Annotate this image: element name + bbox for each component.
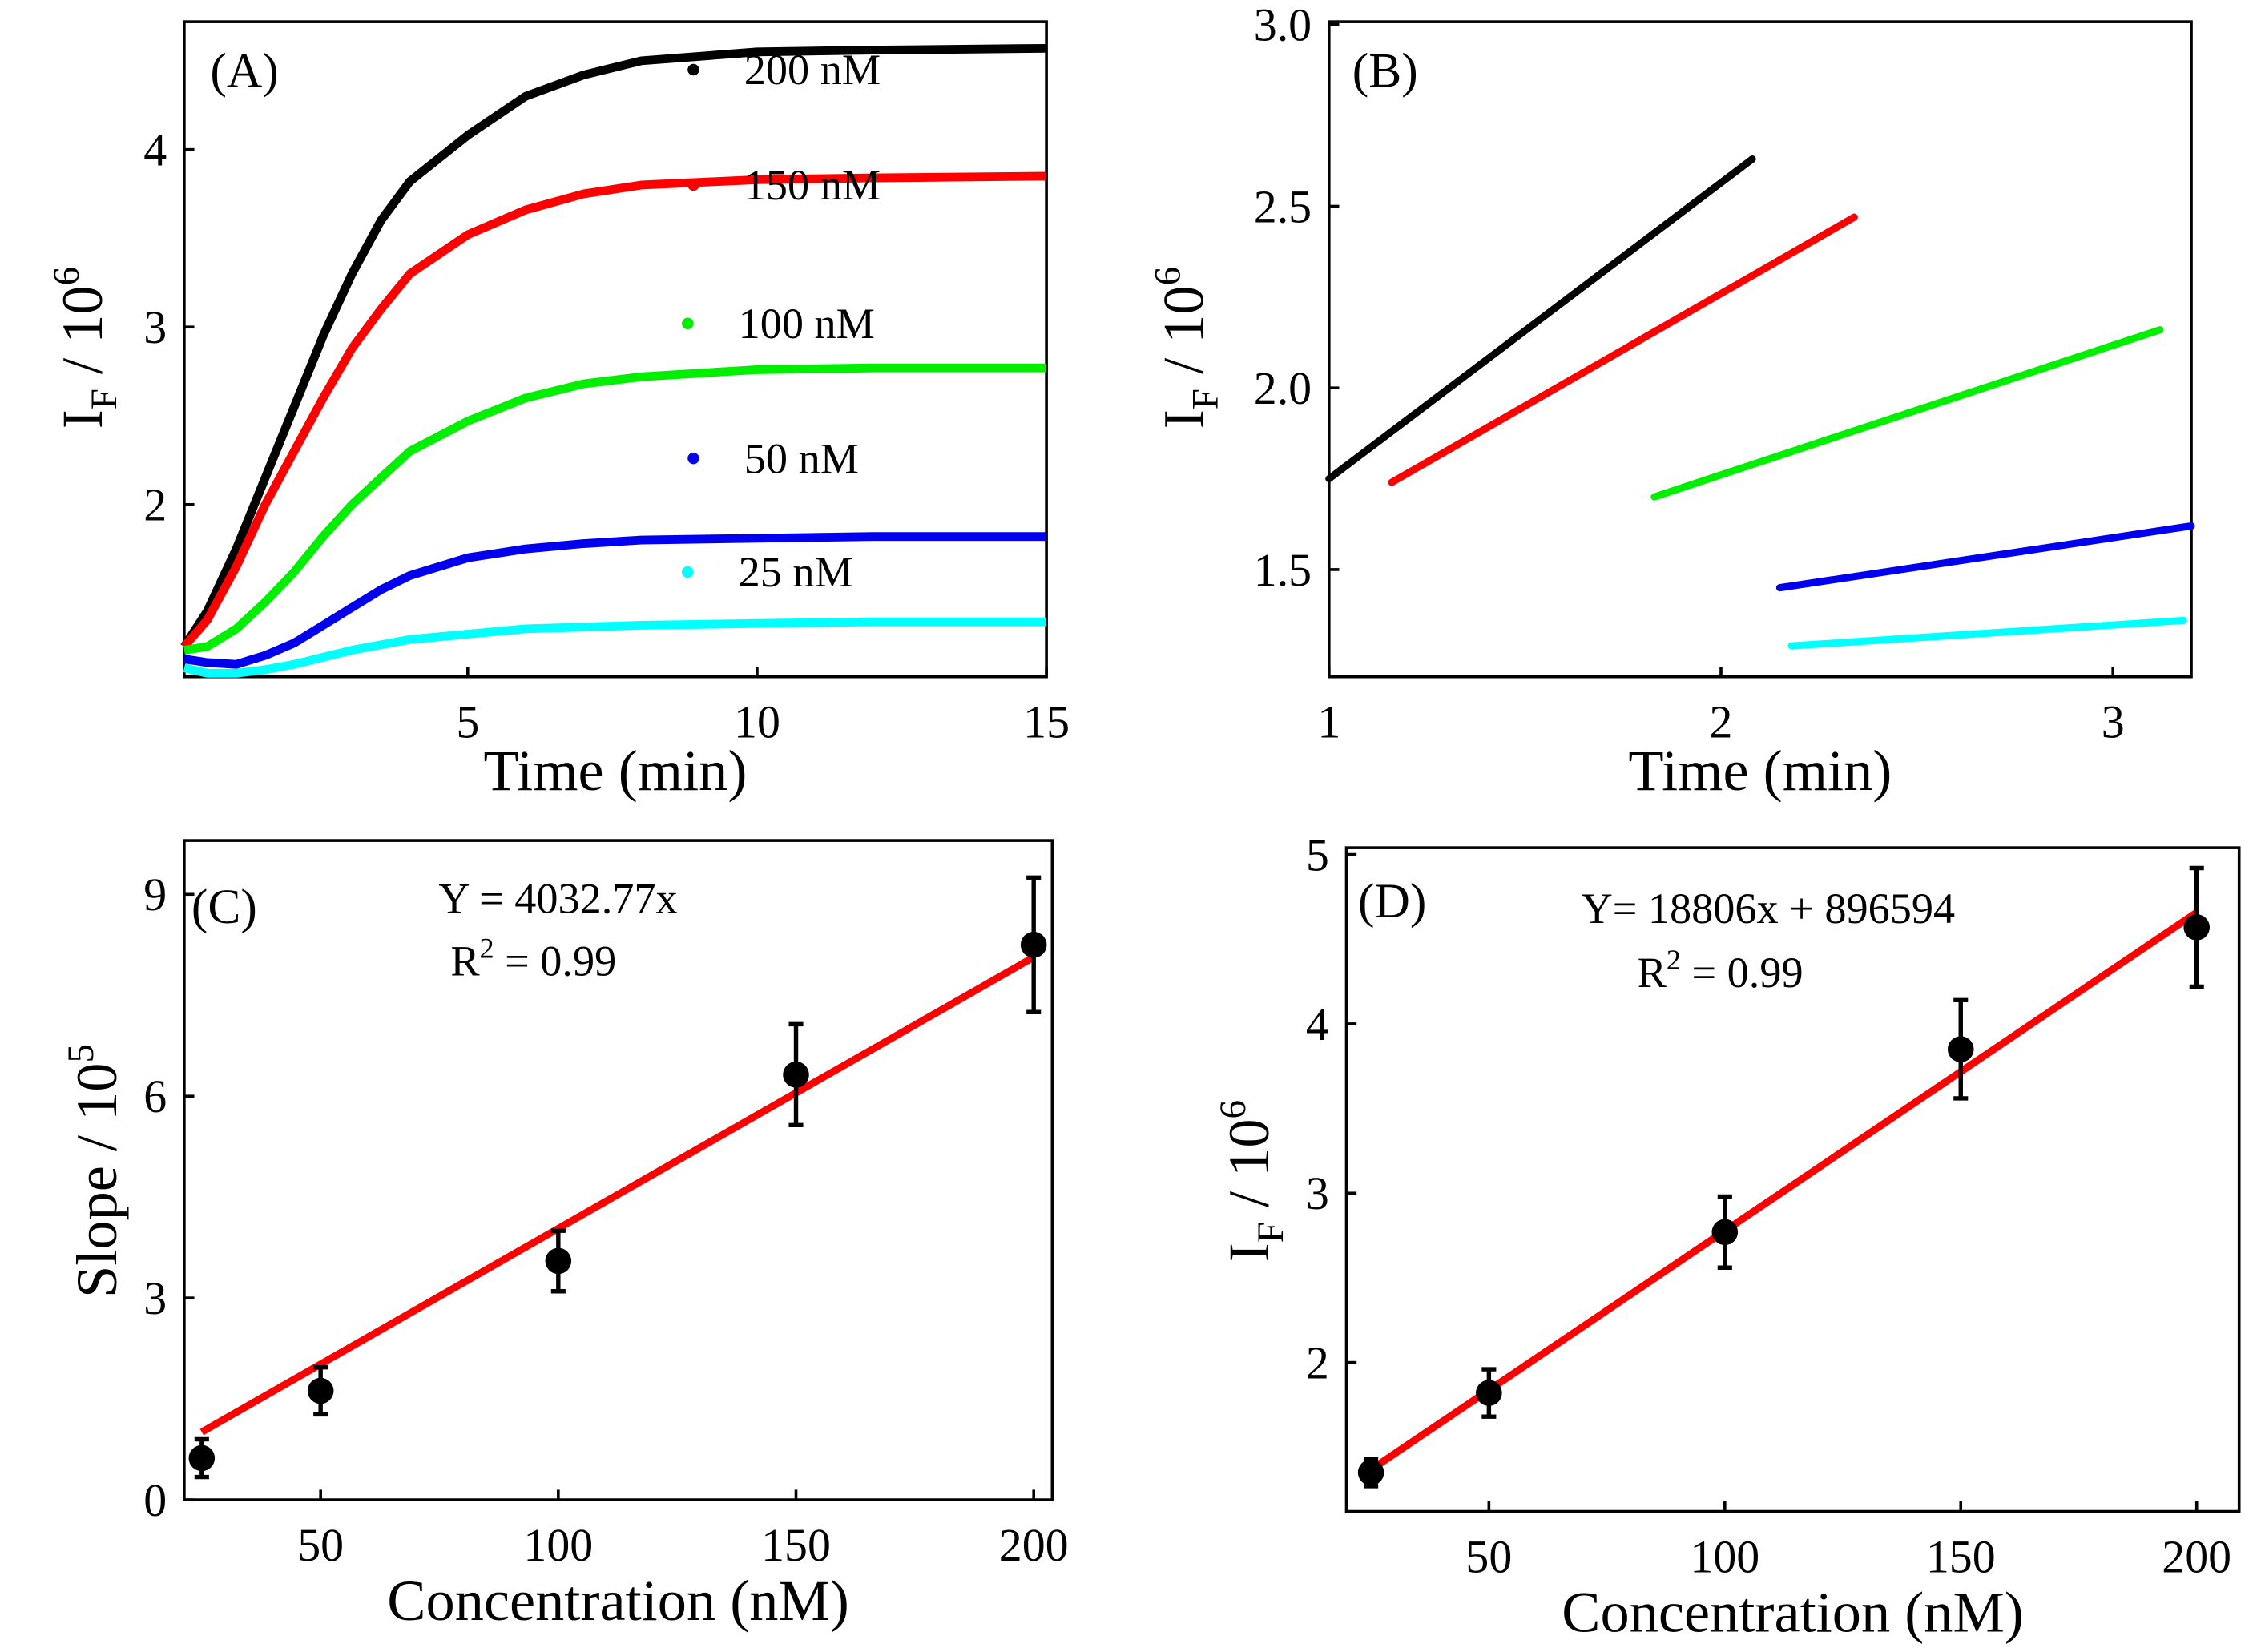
x-tick-label: 50	[297, 1519, 344, 1571]
x-tick-label: 50	[1465, 1531, 1512, 1583]
data-point	[1476, 1380, 1502, 1406]
x-tick-label: 150	[761, 1519, 831, 1571]
y-tick-label: 4	[143, 124, 167, 176]
x-tick-label: 10	[734, 696, 780, 748]
series-line	[183, 532, 1047, 669]
fit-equation: Y= 18806x + 896594	[1582, 884, 1956, 933]
y-axis-label: IF / 106	[1147, 267, 1226, 429]
x-tick-label: 100	[523, 1519, 593, 1571]
y-tick-label: 2.5	[1254, 180, 1312, 232]
x-axis-label: Time (min)	[484, 739, 748, 803]
panel-b: 1 2 3 1.5 2.0 2.5 3.0 Time (min) IF / 106 (B)	[1147, 0, 2195, 803]
legend-label: 100 nM	[739, 300, 875, 348]
r-squared: R2 = 0.99	[1638, 944, 1804, 997]
x-tick-label: 5	[456, 696, 479, 748]
data-point	[2183, 914, 2210, 941]
series-line	[1775, 522, 2195, 592]
panel-label: (D)	[1358, 874, 1426, 929]
y-tick-label: 6	[143, 1070, 167, 1122]
x-tick-label: 200	[2162, 1531, 2231, 1583]
series-line	[180, 43, 1047, 649]
series-line	[183, 363, 1047, 655]
y-tick-label: 2	[143, 479, 167, 531]
plot-frame	[1344, 846, 2241, 1513]
data-point	[1947, 1036, 1974, 1062]
r-squared: R2 = 0.99	[450, 933, 616, 985]
legend-label: 50 nM	[744, 434, 859, 482]
plot-frame	[183, 20, 1048, 679]
legend-label: 25 nM	[739, 548, 853, 596]
y-tick-label: 9	[143, 868, 167, 921]
y-tick-label: 3	[143, 1272, 167, 1324]
series-line	[1787, 616, 2187, 650]
data-point	[188, 1444, 216, 1472]
panel-d: 50 100 150 200 2 3 4 5 Concentration (nM) IF / 10…	[1212, 828, 2241, 1645]
data-point	[307, 1377, 334, 1404]
data-point	[1711, 1219, 1739, 1246]
y-tick-label: 3	[143, 301, 167, 353]
data-point	[545, 1247, 572, 1275]
x-tick-label: 3	[2102, 696, 2125, 748]
fit-equation: Y = 4032.77x	[438, 875, 677, 923]
data-point	[1020, 931, 1047, 958]
y-tick-label: 4	[1306, 998, 1329, 1050]
x-tick-label: 1	[1317, 696, 1340, 748]
panel-label: (C)	[191, 880, 257, 934]
series-line	[180, 171, 1047, 650]
y-axis-label: IF / 106	[46, 267, 125, 429]
series-line	[183, 617, 1047, 678]
legend-marker	[682, 317, 694, 330]
panel-c: 50 100 150 200 0 3 6 9 Concentration (nM) Slope /…	[60, 839, 1069, 1633]
x-tick-label: 200	[999, 1519, 1069, 1571]
x-axis-label: Time (min)	[1628, 739, 1892, 803]
y-axis-label: Slope / 105	[60, 1044, 129, 1298]
legend-marker	[687, 179, 699, 191]
fit-line	[1368, 909, 2199, 1473]
x-tick-label: 2	[1710, 696, 1733, 748]
x-tick-label: 150	[1926, 1531, 1996, 1583]
y-tick-label: 5	[1306, 828, 1329, 880]
y-axis-label: IF / 106	[1212, 1100, 1292, 1262]
y-tick-label: 0	[143, 1474, 167, 1526]
panel-label: (B)	[1352, 44, 1418, 99]
y-tick-label: 2	[1306, 1336, 1329, 1388]
legend-label: 150 nM	[744, 161, 881, 209]
x-axis-label: Concentration (nM)	[387, 1569, 849, 1633]
x-axis-label: Concentration (nM)	[1562, 1581, 2024, 1645]
panel-a: 5 10 15 2 3 4 Time (min) IF / 106 (A) 200 nM 150 n…	[46, 20, 1070, 803]
x-tick-label: 15	[1023, 696, 1070, 748]
plot-frame	[183, 839, 1054, 1501]
legend-marker	[682, 566, 694, 578]
y-tick-label: 3	[1306, 1167, 1329, 1219]
series-line	[1388, 213, 1858, 486]
x-tick-label: 100	[1690, 1531, 1759, 1583]
legend-marker	[687, 63, 699, 76]
y-tick-label: 2.0	[1254, 362, 1312, 414]
panel-label: (A)	[210, 44, 278, 99]
data-point	[1357, 1459, 1384, 1486]
legend-label: 200 nM	[744, 46, 881, 94]
fit-line	[200, 953, 1036, 1436]
series-line	[1650, 326, 2164, 501]
y-tick-label: 1.5	[1254, 544, 1312, 596]
series-line	[1325, 155, 1756, 483]
legend-marker	[687, 452, 699, 465]
y-tick-label: 3.0	[1254, 0, 1312, 51]
plot-frame	[1327, 20, 2193, 679]
data-point	[783, 1062, 809, 1088]
